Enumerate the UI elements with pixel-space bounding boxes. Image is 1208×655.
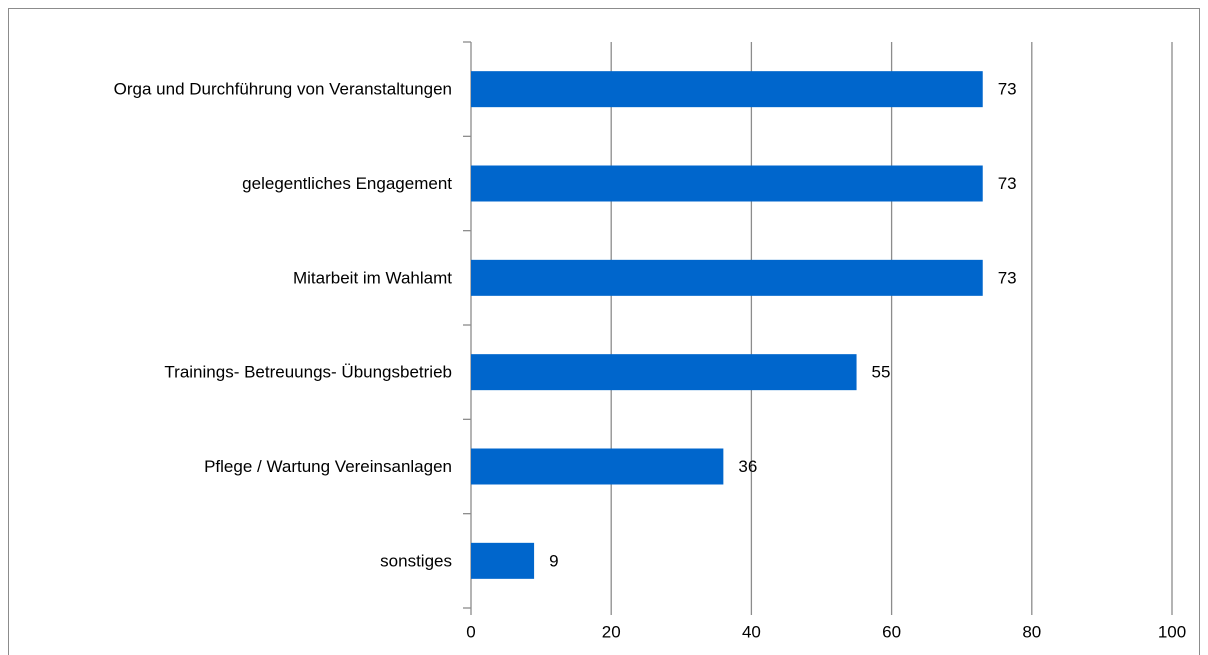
data-label: 55: [872, 363, 891, 382]
x-tick-label: 20: [602, 622, 621, 641]
bar: [471, 448, 724, 485]
x-tick-label: 80: [1022, 622, 1041, 641]
x-tick-label: 40: [742, 622, 761, 641]
data-label: 73: [998, 80, 1017, 99]
bar: [471, 542, 535, 579]
y-tick-label: Trainings- Betreuungs- Übungsbetrieb: [164, 363, 452, 382]
bar: [471, 354, 857, 391]
y-tick-label: sonstiges: [380, 551, 452, 570]
bar: [471, 71, 983, 108]
data-label: 9: [549, 551, 558, 570]
data-label: 36: [738, 457, 757, 476]
x-tick-label: 0: [466, 622, 475, 641]
y-tick-label: Mitarbeit im Wahlamt: [293, 268, 452, 287]
y-tick-label: Orga und Durchführung von Veranstaltunge…: [114, 80, 452, 99]
x-tick-label: 60: [882, 622, 901, 641]
x-tick-label: 100: [1158, 622, 1186, 641]
bar: [471, 165, 983, 202]
bar: [471, 259, 983, 296]
data-label: 73: [998, 268, 1017, 287]
data-label: 73: [998, 174, 1017, 193]
y-tick-label: gelegentliches Engagement: [242, 174, 452, 193]
chart-frame: [8, 8, 1200, 655]
y-tick-label: Pflege / Wartung Vereinsanlagen: [204, 457, 452, 476]
